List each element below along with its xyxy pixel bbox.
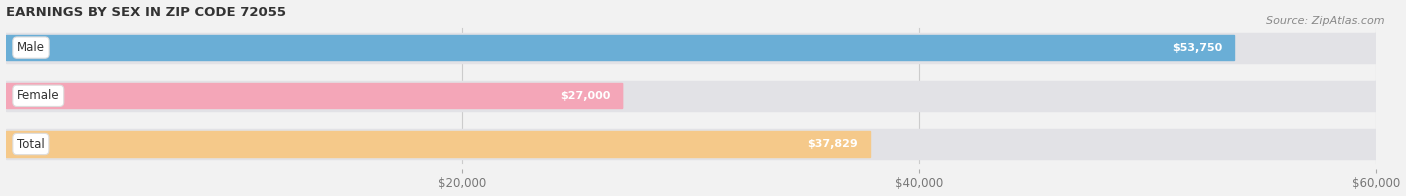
Text: $53,750: $53,750 — [1171, 43, 1222, 53]
Bar — [6, 132, 870, 157]
Text: Male: Male — [17, 41, 45, 54]
Bar — [6, 81, 1376, 111]
Text: EARNINGS BY SEX IN ZIP CODE 72055: EARNINGS BY SEX IN ZIP CODE 72055 — [6, 5, 285, 19]
Text: Female: Female — [17, 89, 59, 102]
Bar — [6, 35, 1233, 60]
Text: Total: Total — [17, 138, 45, 151]
Text: Source: ZipAtlas.com: Source: ZipAtlas.com — [1267, 16, 1385, 26]
Text: $37,829: $37,829 — [807, 139, 859, 149]
Bar — [6, 129, 1376, 159]
Text: $27,000: $27,000 — [561, 91, 612, 101]
Bar — [6, 83, 623, 108]
Bar — [6, 33, 1376, 63]
